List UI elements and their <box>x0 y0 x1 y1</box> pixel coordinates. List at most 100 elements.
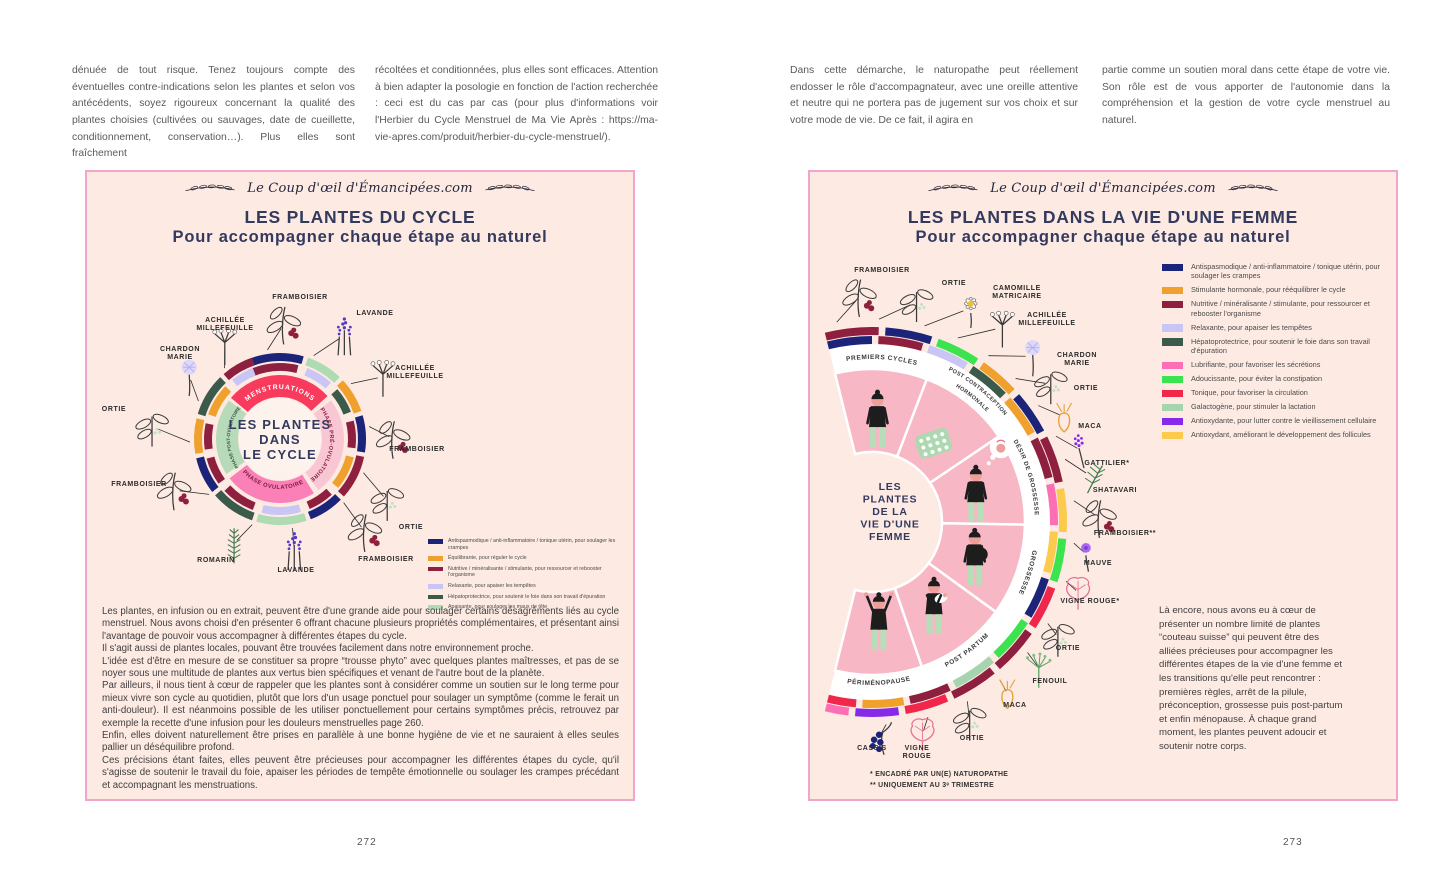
ring-segment <box>239 353 304 371</box>
legend-color-chip <box>1162 324 1183 332</box>
ring-segment <box>208 386 232 417</box>
ring-segment <box>878 336 924 351</box>
ring-segment <box>196 456 219 492</box>
ring-segment <box>1028 585 1056 629</box>
plant-label: ORTIE <box>942 280 966 287</box>
legend-item: Nutritive / minéralisante / stimulante, … <box>428 566 630 579</box>
legend-item: Nutritive / minéralisante / stimulante, … <box>1162 299 1390 318</box>
legend-label: Nutritive / minéralisante / stimulante, … <box>1191 299 1370 318</box>
cycle-paragraphs: Les plantes, en infusion ou en extrait, … <box>102 606 619 792</box>
diagram-center-label: FEMME <box>869 531 911 543</box>
laurel-branch-icon <box>1228 184 1278 191</box>
plant-label: ACHILLÉE MILLEFEUILLE <box>196 315 253 332</box>
laurel-branch-icon <box>485 184 535 191</box>
legend-color-chip <box>1162 403 1183 412</box>
plant-label: FENOUIL <box>1033 678 1068 685</box>
intro-text-right-page: Dans cette démarche, le naturopathe peut… <box>790 63 1390 130</box>
plant-doodle-ortie <box>135 413 169 447</box>
plant-connector-line <box>157 428 191 443</box>
life-footnotes: * ENCADRÉ PAR UN(E) NATUROPATHE ** UNIQUE… <box>870 771 1008 793</box>
ring-segment <box>197 377 226 417</box>
legend-item: Adoucissante, pour éviter la constipatio… <box>1162 374 1390 384</box>
ring-segment <box>1043 531 1058 574</box>
figure-standing <box>866 389 889 448</box>
plant-connector-line <box>313 338 340 356</box>
ring-segment <box>827 336 872 350</box>
ring-segment <box>206 456 225 484</box>
legend-color-chip <box>1162 361 1183 370</box>
plant-connector-line <box>1027 652 1038 666</box>
ring-segment <box>306 488 332 509</box>
legend-label: Équilibrante, pour réguler le cycle <box>448 555 527 562</box>
plant-label: CHARDON MARIE <box>160 346 200 361</box>
legend-item: Apaisante, pour soulager les maux de têt… <box>428 604 630 611</box>
plant-doodle-shatavari <box>1084 462 1106 494</box>
ring-segment <box>951 667 995 699</box>
plant-label: GATTILIER* <box>1084 460 1129 467</box>
plant-connector-line <box>1055 435 1078 449</box>
plant-doodle-mauve <box>1081 542 1091 572</box>
plant-doodle-ortie <box>953 707 987 741</box>
infographic-paragraph: Il s'agit aussi de plantes locales, pouv… <box>102 643 534 655</box>
plant-doodle-ortie <box>899 289 934 323</box>
plant-doodle-chardon <box>181 359 197 397</box>
legend-label: Tonique, pour favoriser la circulation <box>1191 388 1308 398</box>
phase-arc <box>229 464 314 503</box>
legend-label: Hépatoprotectrice, pour soutenir le foie… <box>1191 336 1370 356</box>
legend-item: Galactogène, pour stimuler la lactation <box>1162 402 1390 412</box>
plant-doodle-maca <box>1056 402 1073 433</box>
brand-text: Le Coup d'œil d'Émancipées.com <box>247 181 473 196</box>
ring-segment <box>305 357 340 383</box>
diagram-center-label: LE CYCLE <box>243 447 317 462</box>
cycle-legend: Antispasmodique / anti-inflammatoire / t… <box>428 538 630 615</box>
legend-label: Antioxydante, pour lutter contre le viei… <box>1191 416 1377 426</box>
ring-segment <box>993 618 1028 659</box>
plant-connector-line <box>878 304 911 320</box>
plant-connector-line <box>363 472 384 497</box>
ring-segment <box>927 345 968 370</box>
legend-color-chip <box>428 556 443 561</box>
legend-label: Relaxante, pour apaiser les tempêtes <box>1191 322 1312 332</box>
plant-doodle-framboisier <box>1082 500 1117 539</box>
legend-color-chip <box>428 594 443 600</box>
ring-segment <box>345 420 356 449</box>
legend-color-chip <box>428 584 443 589</box>
plant-doodle-chardon <box>1025 340 1041 377</box>
legend-label: Adoucissante, pour éviter la constipatio… <box>1191 374 1323 384</box>
curved-label: PÉRIMÉNOPAUSE <box>847 675 912 687</box>
legend-item: Lubrifiante, pour favoriser les sécrétio… <box>1162 360 1390 370</box>
plant-doodle-romarin <box>227 528 241 564</box>
ring-segment <box>337 455 365 497</box>
ring-segment <box>904 694 949 715</box>
intro-column: partie comme un soutien moral dans cette… <box>1102 65 1390 126</box>
plant-label: MACA <box>1003 702 1026 709</box>
legend-label: Antispasmodique / anti-inflammatoire / t… <box>448 538 616 551</box>
plant-doodle-cassis <box>869 722 893 755</box>
plant-connector-line <box>368 426 390 438</box>
ring-segment <box>824 327 879 341</box>
ring-segment <box>247 363 299 378</box>
legend-label: Galactogène, pour stimuler la lactation <box>1191 402 1316 412</box>
plant-label: VIGNE ROUGE <box>903 745 932 760</box>
brand-row: Le Coup d'œil d'Émancipées.com <box>87 181 633 196</box>
legend-item: Antioxydant, améliorant le développement… <box>1162 430 1390 440</box>
plant-label: FRAMBOISIER <box>111 481 167 488</box>
plant-doodle-framboisier <box>347 514 383 552</box>
plant-doodle-lavande <box>286 532 302 571</box>
ring-segment <box>909 683 951 704</box>
ring-segment <box>232 368 256 387</box>
legend-color-chip <box>1162 417 1183 426</box>
plant-label: ORTIE <box>1074 385 1098 392</box>
ring-segment <box>337 380 362 414</box>
plant-label: LAVANDE <box>278 567 315 574</box>
diagram-center-label: PLANTES <box>863 494 918 506</box>
ring-segment <box>1004 397 1035 436</box>
legend-label: Relaxante, pour apaiser les tempêtes <box>448 583 536 590</box>
ring-segment <box>824 703 850 716</box>
plant-connector-line <box>267 328 282 351</box>
ring-segment <box>194 418 205 454</box>
legend-item: Tonique, pour favoriser la circulation <box>1162 388 1390 398</box>
plant-doodle-framboisier <box>266 306 302 345</box>
legend-label: Stimulante hormonale, pour rééquilibrer … <box>1191 285 1346 295</box>
legend-item: Relaxante, pour apaiser les tempêtes <box>428 583 630 590</box>
